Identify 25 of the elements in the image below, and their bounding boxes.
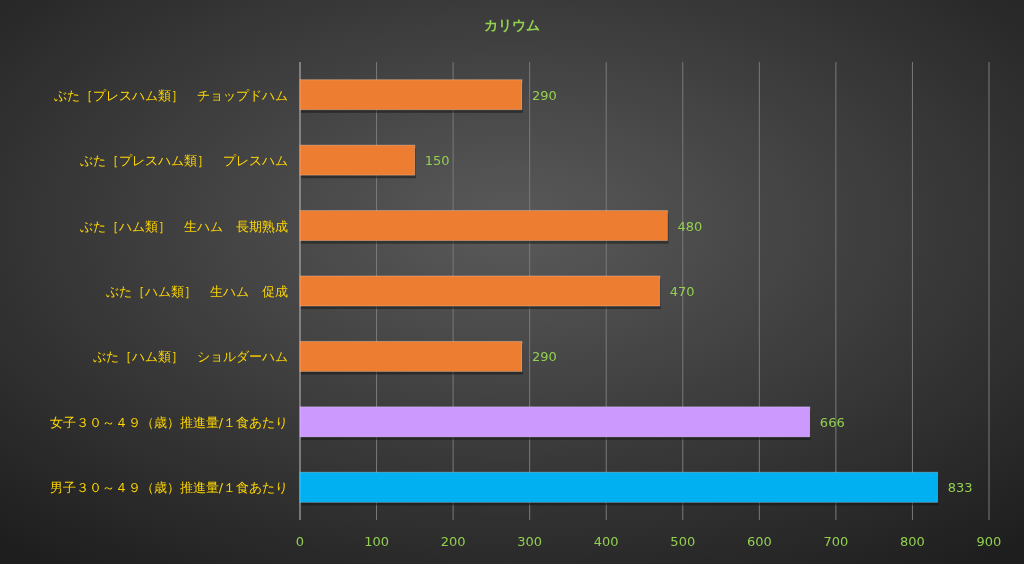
x-tick-label: 400	[593, 534, 619, 549]
data-label: 470	[669, 284, 695, 299]
x-tick-label: 500	[670, 534, 696, 549]
y-tick-label: 男子３０～４９（歳）推進量/１食あたり	[49, 480, 288, 496]
y-tick-label: ぶた［ハム類］ 生ハム 長期熟成	[80, 218, 288, 234]
data-label: 833	[947, 480, 973, 496]
y-tick-label: ぶた［ハム類］ 生ハム 促成	[106, 284, 288, 299]
y-tick-label: ぶた［ハム類］ ショルダーハム	[93, 349, 288, 365]
y-tick-label: ぶた［プレスハム類］ チョップドハム	[54, 87, 288, 103]
chart-title: カリウム	[484, 17, 540, 33]
data-label: 150	[424, 153, 450, 169]
x-tick-label: 700	[823, 534, 849, 549]
x-tick-label: 900	[976, 534, 1002, 549]
data-label: 480	[677, 218, 703, 234]
data-label: 666	[819, 414, 845, 430]
x-tick-label: 600	[746, 534, 772, 549]
data-label: 290	[532, 87, 557, 103]
x-tick-label: 0	[295, 534, 305, 549]
data-label: 290	[532, 349, 557, 365]
x-tick-label: 200	[440, 534, 466, 549]
x-tick-label: 100	[364, 534, 389, 549]
x-tick-label: 800	[900, 534, 925, 549]
y-tick-label: 女子３０～４９（歳）推進量/１食あたり	[49, 414, 288, 430]
y-tick-label: ぶた［プレスハム類］ プレスハム	[80, 153, 288, 169]
x-tick-label: 300	[517, 534, 543, 549]
